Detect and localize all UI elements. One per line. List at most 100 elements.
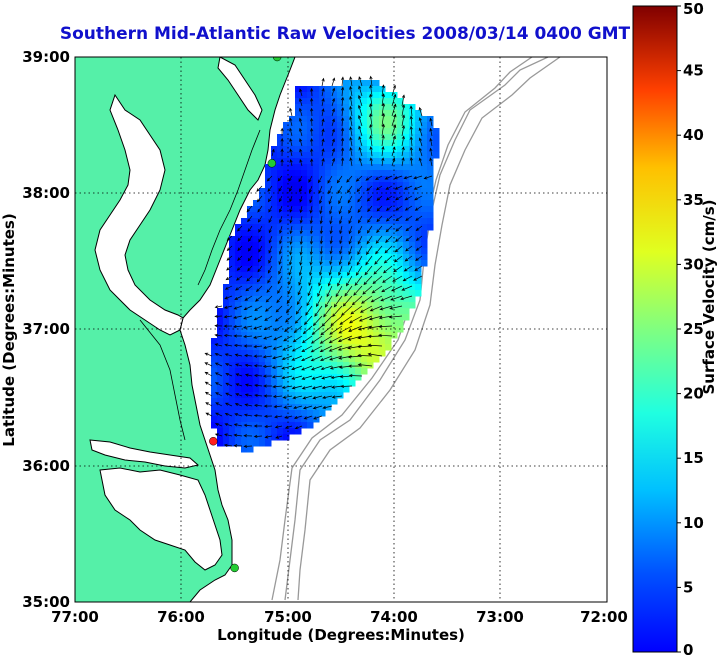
- velocity-cell: [343, 386, 350, 393]
- velocity-cell: [397, 212, 404, 219]
- velocity-arrow: [278, 255, 283, 265]
- velocity-arrow: [266, 285, 273, 294]
- velocity-cell: [295, 368, 302, 375]
- velocity-cell: [313, 116, 320, 123]
- y-tick-label: 39:00: [22, 48, 70, 66]
- velocity-arrow: [384, 175, 393, 180]
- velocity-cell: [349, 302, 356, 309]
- velocity-cell: [343, 350, 350, 357]
- velocity-cell: [223, 386, 230, 393]
- velocity-arrow: [312, 395, 323, 400]
- velocity-arrow: [429, 127, 433, 137]
- velocity-cell: [295, 158, 302, 165]
- velocity-arrow: [395, 195, 403, 201]
- velocity-arrow: [285, 305, 293, 314]
- velocity-cell: [229, 242, 236, 249]
- velocity-cell: [289, 290, 296, 297]
- velocity-arrow: [264, 305, 273, 312]
- velocity-cell: [379, 248, 386, 255]
- velocity-arrow: [415, 235, 423, 241]
- velocity-cell: [277, 302, 284, 309]
- velocity-arrow: [299, 138, 303, 147]
- velocity-cell: [379, 344, 386, 351]
- velocity-cell: [289, 236, 296, 243]
- velocity-arrow: [330, 375, 343, 380]
- chart-title: Southern Mid-Atlantic Raw Velocities 200…: [60, 24, 631, 44]
- velocity-cell: [307, 410, 314, 417]
- velocity-cell: [223, 416, 230, 423]
- velocity-cell: [301, 308, 308, 315]
- velocity-cell: [373, 218, 380, 225]
- velocity-cell: [409, 116, 416, 123]
- velocity-arrow: [331, 138, 335, 147]
- velocity-arrow: [289, 117, 293, 127]
- velocity-cell: [349, 380, 356, 387]
- velocity-cell: [379, 350, 386, 357]
- velocity-arrow: [331, 395, 343, 399]
- velocity-cell: [385, 314, 392, 321]
- velocity-arrow: [301, 365, 313, 371]
- velocity-cell: [277, 392, 284, 399]
- colorbar-tick-label: 15: [683, 449, 704, 467]
- velocity-cell: [385, 110, 392, 117]
- velocity-arrow: [284, 415, 293, 419]
- velocity-cell: [325, 176, 332, 183]
- velocity-cell: [385, 224, 392, 231]
- velocity-cell: [283, 272, 290, 279]
- velocity-cell: [433, 134, 440, 141]
- velocity-arrow: [289, 205, 293, 213]
- velocity-cell: [283, 386, 290, 393]
- velocity-cell: [331, 398, 338, 405]
- velocity-cell: [271, 206, 278, 213]
- velocity-arrow: [347, 265, 353, 277]
- velocity-arrow: [321, 157, 325, 167]
- velocity-cell: [265, 398, 272, 405]
- velocity-cell: [415, 266, 422, 273]
- velocity-cell: [397, 302, 404, 309]
- velocity-cell: [337, 272, 344, 279]
- velocity-cell: [373, 86, 380, 93]
- velocity-cell: [307, 368, 314, 375]
- colorbar-label: Surface Velocity (cm/s): [700, 199, 718, 394]
- velocity-cell: [385, 200, 392, 207]
- velocity-cell: [427, 170, 434, 177]
- velocity-cell: [403, 188, 410, 195]
- velocity-cell: [259, 212, 266, 219]
- velocity-arrow: [347, 195, 353, 204]
- velocity-arrow: [429, 137, 433, 147]
- velocity-cell: [325, 98, 332, 105]
- velocity-cell: [301, 158, 308, 165]
- velocity-cell: [373, 194, 380, 201]
- velocity-cell: [295, 170, 302, 177]
- velocity-cell: [373, 152, 380, 159]
- velocity-cell: [295, 230, 302, 237]
- velocity-cell: [259, 224, 266, 231]
- velocity-cell: [253, 398, 260, 405]
- velocity-cell: [319, 302, 326, 309]
- velocity-cell: [241, 254, 248, 261]
- velocity-arrow: [284, 425, 293, 429]
- velocity-cell: [277, 158, 284, 165]
- velocity-cell: [373, 242, 380, 249]
- velocity-cell: [241, 386, 248, 393]
- velocity-arrow: [256, 275, 263, 283]
- x-tick-label: 76:00: [157, 608, 205, 626]
- velocity-cell: [355, 122, 362, 129]
- velocity-arrow: [358, 157, 363, 167]
- velocity-arrow: [279, 225, 283, 234]
- velocity-cell: [295, 104, 302, 111]
- velocity-cell: [361, 284, 368, 291]
- red-station: [209, 436, 218, 446]
- velocity-cell: [277, 338, 284, 345]
- velocity-cell: [289, 356, 296, 363]
- velocity-arrow: [370, 295, 383, 303]
- velocity-cell: [307, 110, 314, 117]
- velocity-arrow: [215, 392, 223, 397]
- velocity-cell: [403, 170, 410, 177]
- velocity-arrow: [385, 215, 393, 222]
- velocity-cell: [397, 296, 404, 303]
- velocity-arrow: [264, 315, 273, 321]
- velocity-arrow: [367, 205, 373, 213]
- velocity-cell: [433, 140, 440, 147]
- velocity-cell: [355, 362, 362, 369]
